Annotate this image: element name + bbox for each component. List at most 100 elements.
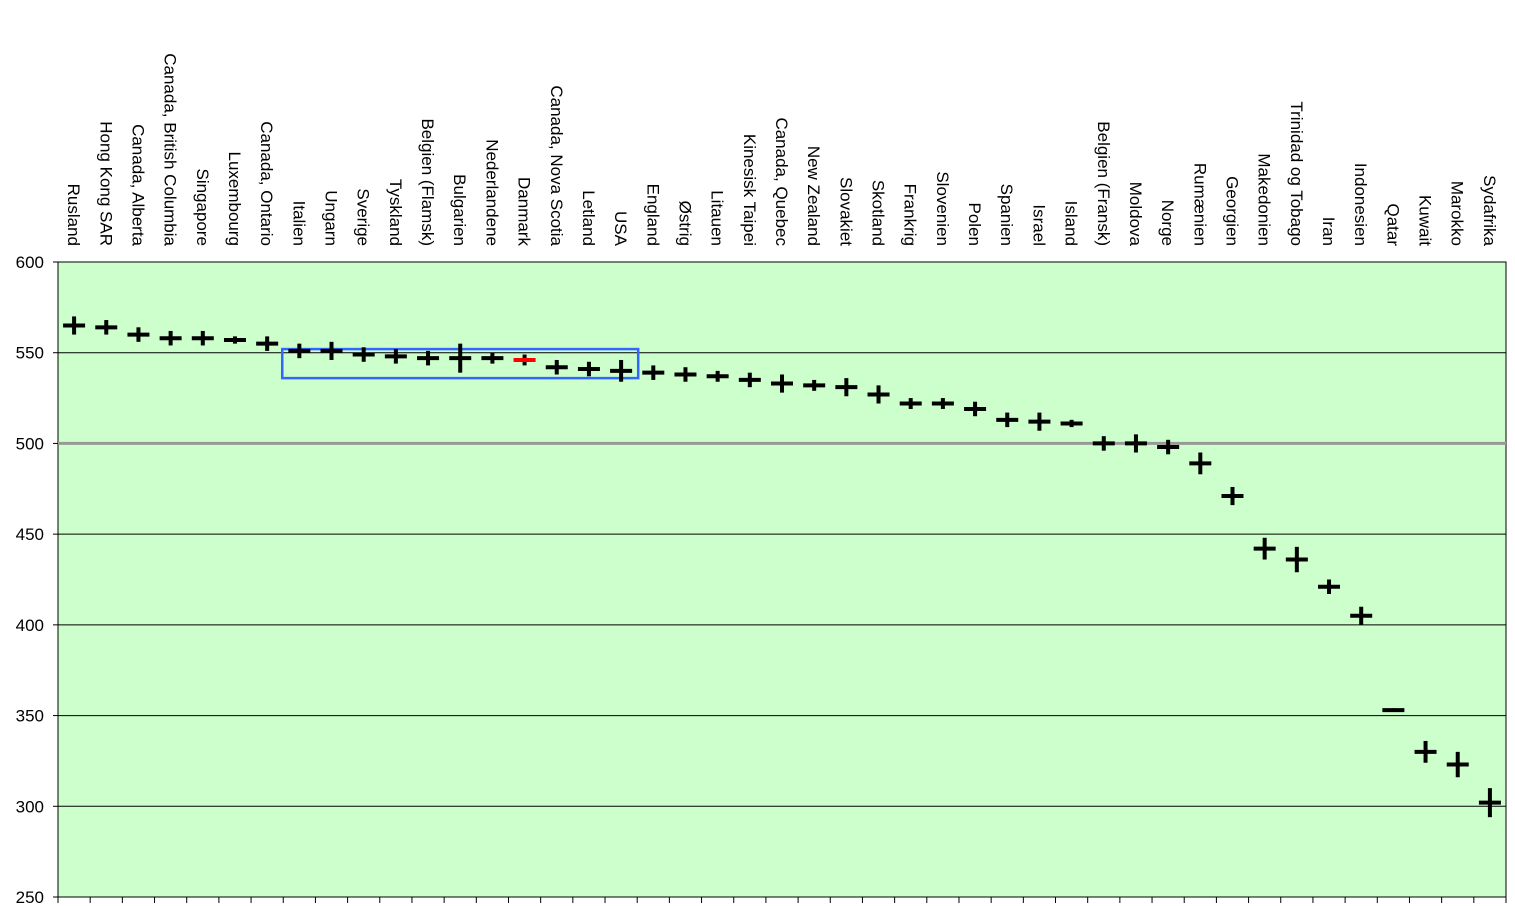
y-tick-label: 500 [16, 434, 44, 453]
category-label: Iran [1319, 217, 1338, 246]
category-label: Skotland [869, 180, 888, 246]
category-label: Nederlandene [482, 139, 501, 246]
plot-area [57, 261, 1507, 898]
category-label: Indonesien [1351, 163, 1370, 246]
category-label: Island [1062, 201, 1081, 246]
category-label: Canada, Nova Scotia [547, 85, 566, 246]
category-label: Frankrig [901, 184, 920, 246]
data-point-canada-british-columbia [159, 330, 182, 346]
data-point-danmark [513, 354, 536, 366]
data-point-slovakiet [835, 378, 858, 397]
category-label: Moldova [1126, 182, 1145, 247]
category-label: Norge [1158, 200, 1177, 246]
data-point-skotland [867, 385, 890, 404]
category-label: Polen [965, 203, 984, 246]
category-label: Spanien [997, 184, 1016, 246]
category-label: New Zealand [804, 146, 823, 246]
category-label: Kuwait [1416, 195, 1435, 246]
category-label: Kinesisk Taipei [740, 134, 759, 246]
data-point-makedonien [1253, 537, 1276, 560]
data-point-island [1060, 419, 1083, 428]
category-label: Ungarn [322, 190, 341, 246]
category-label: Canada, Ontario [257, 121, 276, 246]
data-point-singapore [191, 330, 214, 346]
data-point-italien [288, 343, 311, 359]
data-point-slovenien [931, 398, 954, 409]
data-point-rum-nien [1189, 452, 1212, 475]
y-tick-label: 250 [16, 888, 44, 906]
category-label: Luxembourg [225, 151, 244, 246]
data-point-georgien [1221, 486, 1244, 506]
data-point-trinidad-og-tobago [1285, 546, 1308, 573]
category-label: USA [611, 211, 630, 247]
category-label: Singapore [193, 168, 212, 246]
data-point-canada-quebec [771, 374, 793, 393]
category-label: Rumænien [1190, 163, 1209, 246]
category-label: Sverige [354, 188, 373, 246]
data-point-luxembourg [223, 336, 246, 344]
category-label: Trinidad og Tobago [1287, 101, 1306, 246]
data-point-qatar [1382, 708, 1405, 713]
category-label: Østrig [675, 201, 694, 246]
data-point-canada-ontario [256, 336, 279, 351]
data-point--strig [674, 367, 697, 382]
y-tick-label: 600 [16, 253, 44, 272]
data-point-israel [1028, 412, 1051, 431]
data-point-frankrig [899, 398, 922, 409]
y-tick-label: 450 [16, 525, 44, 544]
data-point-tyskland [384, 349, 407, 364]
data-point-sydafrika [1478, 788, 1501, 818]
y-tick-label: 350 [16, 707, 44, 726]
data-point-moldova [1124, 434, 1147, 453]
category-label: Israel [1029, 204, 1048, 246]
category-label: Litauen [708, 190, 727, 246]
data-point-letland [577, 361, 600, 377]
category-label: Qatar [1383, 203, 1402, 246]
category-label: Sydafrika [1480, 175, 1499, 246]
category-label: Georgien [1222, 176, 1241, 246]
data-point-indonesien [1350, 606, 1373, 625]
category-label: Slovakiet [836, 177, 855, 246]
data-point-iran [1318, 579, 1341, 595]
category-label: Danmark [515, 177, 534, 246]
category-label: Italien [289, 201, 308, 246]
data-point-england [642, 365, 665, 380]
category-label: Tyskland [386, 179, 405, 246]
data-point-polen [964, 401, 987, 417]
data-point-bulgarien [449, 343, 472, 373]
y-tick-label: 300 [16, 797, 44, 816]
category-label: Hong Kong SAR [96, 121, 115, 246]
category-label: England [643, 184, 662, 246]
data-point-new-zealand [803, 379, 826, 391]
data-point-ungarn [320, 341, 343, 360]
y-tick-label: 400 [16, 616, 44, 635]
category-label: Makedonien [1255, 153, 1274, 246]
data-point-canada-nova-scotia [545, 359, 568, 375]
data-point-canada-alberta [127, 327, 150, 342]
category-label: Belgien (Fransk) [1094, 121, 1113, 246]
data-point-kinesisk-taipei [738, 372, 761, 388]
data-point-sverige [352, 347, 375, 362]
category-label: Belgien (Flamsk) [418, 118, 437, 246]
data-point-marokko [1446, 751, 1469, 778]
data-point-norge [1157, 439, 1180, 455]
category-label: Rusland [64, 184, 83, 246]
data-point-hong-kong-sar [95, 320, 118, 335]
category-label: Canada, British Columbia [161, 53, 180, 246]
category-label: Canada, Alberta [128, 124, 147, 246]
category-label: Slovenien [933, 171, 952, 246]
category-label: Letland [579, 190, 598, 246]
data-point-belgien-flamsk- [417, 350, 440, 366]
data-point-belgien-fransk- [1092, 436, 1115, 451]
category-label: Canada, Quebec [772, 117, 791, 246]
data-point-litauen [706, 370, 729, 382]
y-tick-label: 550 [16, 344, 44, 363]
data-point-spanien [996, 412, 1019, 428]
category-label: Bulgarien [450, 174, 469, 246]
data-point-rusland [63, 316, 86, 335]
data-point-nederlandene [481, 352, 504, 364]
category-label: Marokko [1448, 181, 1467, 246]
data-point-usa [610, 359, 633, 382]
data-point-kuwait [1414, 740, 1437, 763]
